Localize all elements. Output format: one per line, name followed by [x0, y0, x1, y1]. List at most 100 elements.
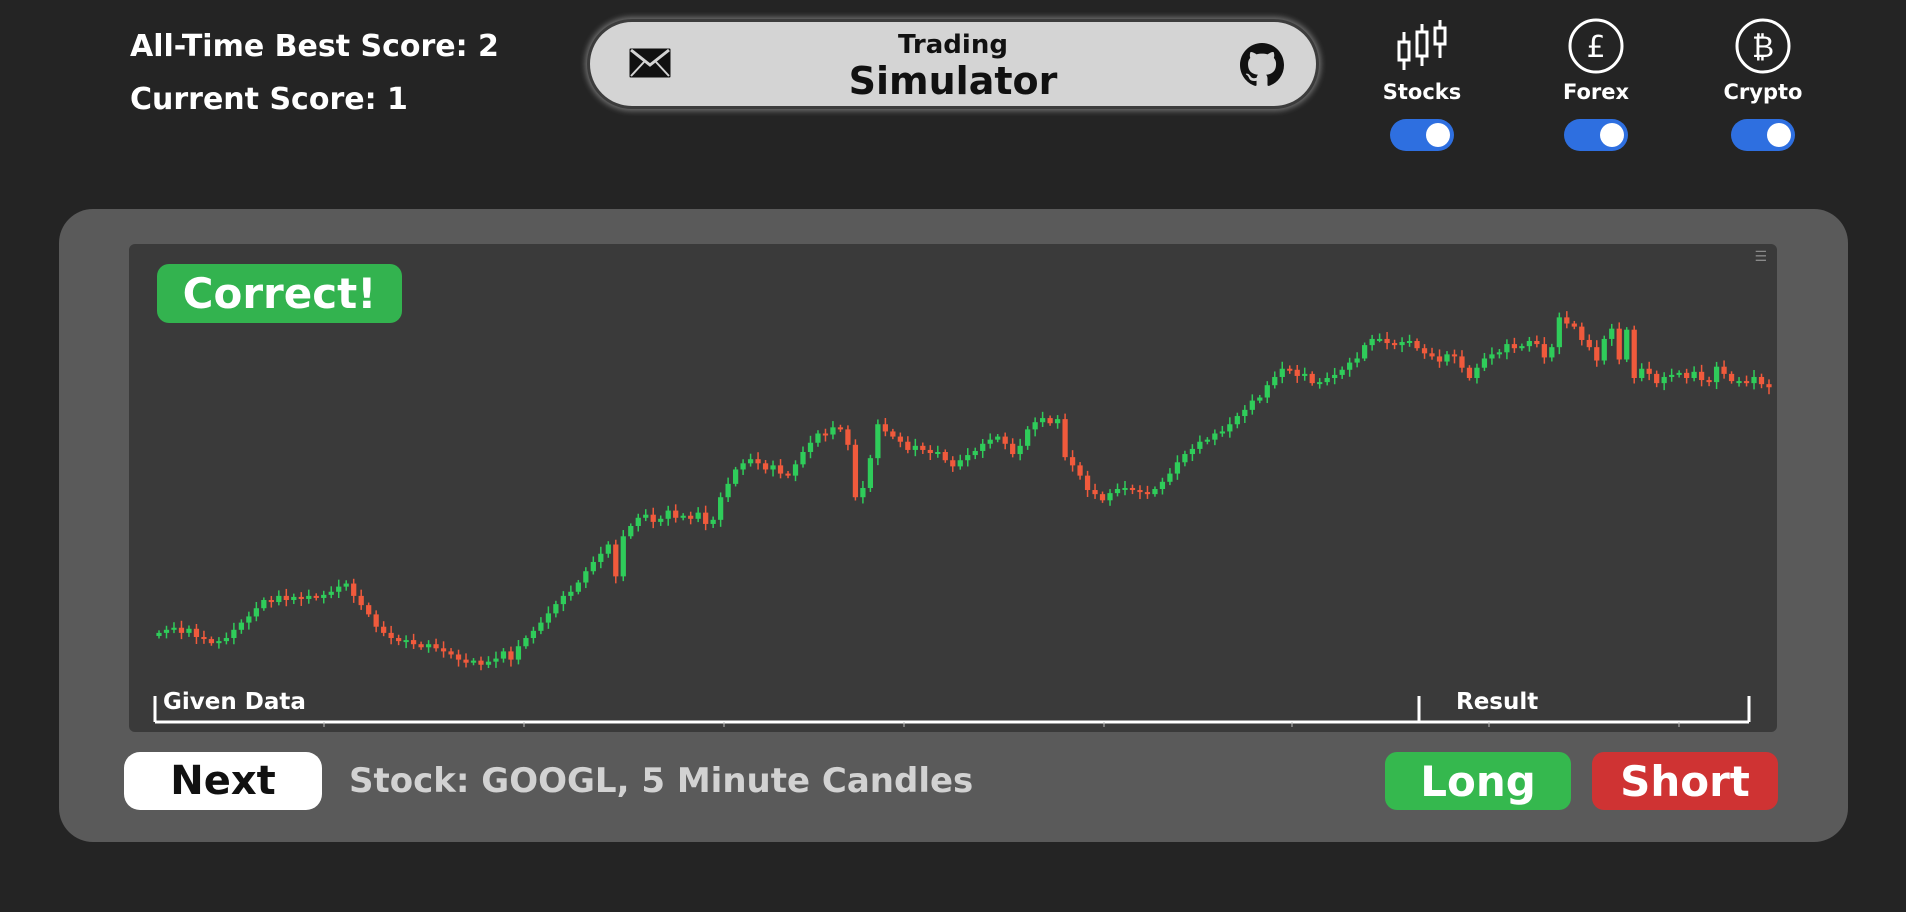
candle-body: [1391, 343, 1398, 346]
candle-body: [830, 427, 836, 435]
candle-body: [216, 641, 222, 644]
candle-body: [800, 452, 806, 465]
crypto-toggle[interactable]: [1731, 119, 1795, 151]
candle-body: [178, 627, 185, 633]
candle-body: [635, 517, 641, 526]
candle-body: [231, 629, 237, 639]
candle-body: [156, 632, 162, 636]
next-button[interactable]: Next: [124, 752, 322, 810]
candle-body: [186, 628, 192, 633]
candle-body: [762, 463, 769, 470]
candle-body: [1069, 457, 1076, 466]
candle-body: [1219, 431, 1225, 434]
candle-body: [1646, 368, 1652, 374]
candle-body: [1309, 373, 1315, 384]
candle-body: [201, 637, 207, 640]
candle-body: [867, 458, 874, 488]
candle-body: [358, 595, 364, 606]
candle-body: [1369, 338, 1375, 346]
candle-body: [1249, 400, 1255, 410]
candle-body: [366, 605, 372, 615]
long-button[interactable]: Long: [1385, 752, 1571, 810]
candle-body: [418, 644, 424, 648]
candle-body: [890, 431, 896, 437]
forex-toggle[interactable]: [1564, 119, 1628, 151]
candle-body: [1287, 368, 1293, 371]
candle-body: [718, 497, 724, 520]
candle-body: [1436, 356, 1443, 362]
candle-body: [732, 469, 739, 484]
candle-body: [1257, 397, 1263, 401]
candle-body: [755, 459, 761, 464]
candle-body: [208, 639, 215, 644]
candle-body: [725, 483, 731, 498]
candle-body: [583, 571, 589, 583]
candle-body: [1062, 419, 1068, 458]
candle-body: [972, 450, 978, 456]
candle-body: [1534, 341, 1540, 345]
candle-body: [238, 622, 244, 630]
candle-body: [1399, 342, 1405, 346]
candle-body: [613, 544, 619, 577]
candle-body: [1624, 329, 1630, 360]
candle-body: [1077, 465, 1083, 476]
chart-menu-icon[interactable]: ☰: [1754, 249, 1767, 265]
candle-body: [1751, 376, 1757, 384]
candle-body: [950, 460, 956, 467]
candle-body: [822, 433, 829, 436]
candle-body: [373, 614, 379, 627]
candle-body: [425, 644, 432, 648]
candle-body: [860, 487, 866, 498]
github-icon[interactable]: [1240, 43, 1284, 91]
app-title: Trading Simulator: [590, 30, 1316, 102]
candle-body: [1010, 443, 1016, 455]
candle-body: [740, 463, 746, 470]
candle-body: [1032, 422, 1038, 430]
candle-body: [1444, 354, 1450, 362]
candle-body: [882, 424, 888, 432]
market-forex: £ Forex: [1536, 18, 1656, 151]
candle-body: [336, 586, 342, 592]
candle-body: [553, 604, 559, 614]
candle-body: [276, 595, 282, 603]
candle-body: [1084, 475, 1091, 491]
candle-body: [1459, 356, 1465, 368]
candle-body: [1339, 369, 1345, 375]
stocks-toggle[interactable]: [1390, 119, 1454, 151]
candle-body: [1137, 490, 1143, 493]
pound-icon: £: [1568, 18, 1624, 78]
candle-body: [598, 553, 604, 562]
candle-body: [1040, 418, 1046, 423]
candle-body: [1122, 487, 1128, 490]
candle-body: [1279, 368, 1285, 377]
candle-body: [351, 583, 357, 596]
candle-body: [508, 651, 514, 660]
given-data-label: Given Data: [163, 689, 306, 715]
candle-body: [381, 626, 387, 633]
candle-body: [658, 518, 664, 522]
candle-body: [605, 544, 611, 554]
candle-body: [1766, 384, 1772, 388]
candle-body: [1451, 354, 1458, 357]
candle-body: [1054, 419, 1061, 424]
candle-body: [545, 613, 552, 623]
candle-body: [695, 512, 701, 519]
candle-body: [650, 514, 656, 522]
candle-body: [261, 600, 267, 609]
candle-body: [1728, 373, 1735, 382]
candle-body: [313, 595, 319, 598]
candle-body: [223, 638, 230, 642]
candle-body: [1092, 490, 1098, 495]
toggle-knob: [1767, 123, 1791, 147]
candle-body: [1556, 317, 1562, 348]
candle-body: [298, 596, 304, 599]
candle-body: [1234, 416, 1240, 425]
candle-body: [1489, 354, 1495, 359]
candle-body: [1182, 454, 1188, 463]
candle-body: [1631, 329, 1637, 378]
candle-body: [643, 514, 649, 518]
mail-icon[interactable]: [628, 47, 672, 83]
candle-body: [1691, 371, 1697, 378]
svg-text:£: £: [1586, 30, 1605, 65]
short-button[interactable]: Short: [1592, 752, 1778, 810]
